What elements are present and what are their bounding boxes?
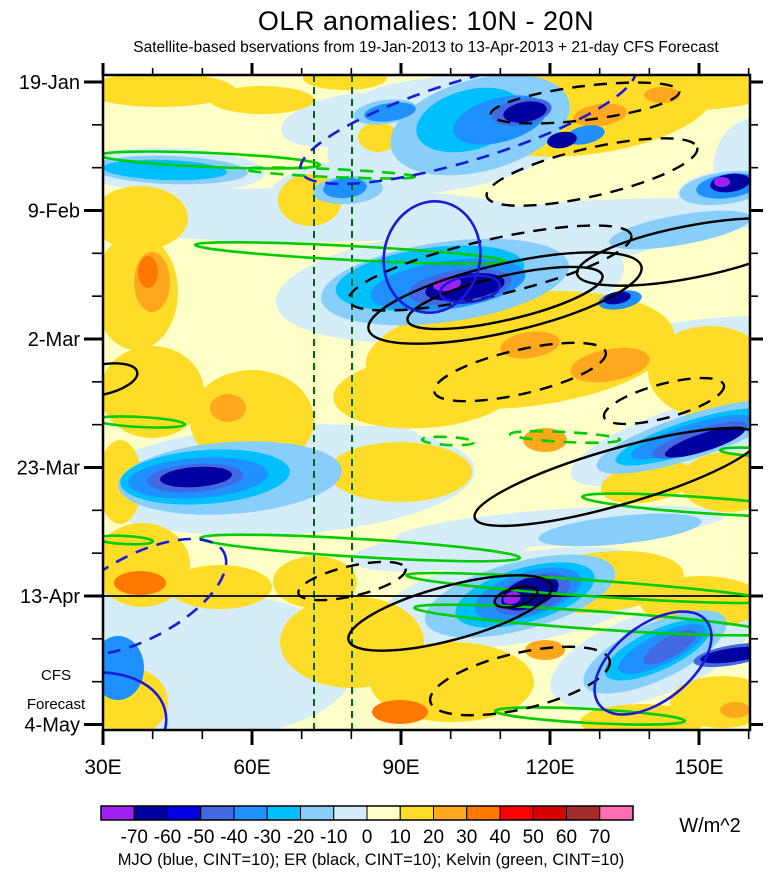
y-axis-tick-label: 4-May: [24, 715, 80, 737]
y-axis-tick-label: 13-Apr: [20, 586, 80, 608]
colorbar-tick-label: 0: [362, 827, 373, 848]
colorbar-tick-label: 70: [589, 827, 610, 848]
colorbar-tick-label: -30: [254, 827, 281, 848]
colorbar-tick-label: -50: [187, 827, 214, 848]
page-subtitle: Satellite-based bservations from 19-Jan-…: [133, 39, 719, 56]
colorbar-tick-label: -20: [287, 827, 314, 848]
page-title: OLR anomalies: 10N - 20N: [257, 6, 595, 36]
x-axis-tick-label: 150E: [674, 756, 723, 779]
plot-frame: [101, 73, 752, 732]
y-axis-tick-label: 23-Mar: [17, 458, 81, 480]
y-axis-tick-label: 9-Feb: [28, 201, 80, 223]
cfs-forecast-annotation: CFS Forecast: [14, 661, 98, 719]
x-axis-tick-label: 30E: [84, 756, 121, 779]
colorbar-tick-label: 60: [556, 827, 577, 848]
colorbar-tick-label: -60: [154, 827, 181, 848]
contour-legend-caption: MJO (blue, CINT=10); ER (black, CINT=10)…: [117, 851, 625, 869]
colorbar-tick-label: 10: [390, 827, 411, 848]
colorbar-tick-label: 20: [423, 827, 444, 848]
x-axis-tick-label: 120E: [525, 756, 574, 779]
y-axis-tick-label: 19-Jan: [19, 72, 80, 94]
x-axis-tick-label: 90E: [382, 756, 419, 779]
colorbar-units-label: W/m^2: [679, 815, 741, 837]
cfs-forecast-line2: Forecast: [26, 696, 86, 713]
kelvin-wave-contours: [103, 150, 750, 726]
er-wave-contours: [103, 81, 750, 717]
colorbar-tick-label: 30: [456, 827, 477, 848]
colorbar-tick-label: -40: [220, 827, 247, 848]
olr-anomaly-field: [103, 75, 750, 730]
x-axis-tick-label: 60E: [233, 756, 270, 779]
mjo-wave-contours: [103, 75, 713, 730]
colorbar: -70 -60 -50 -40 -30 -20 -10 0 10 20 30 40 50 60 70: [100, 805, 634, 848]
y-axis-tick-label: 2-Mar: [28, 329, 81, 351]
colorbar-tick-label: -70: [121, 827, 148, 848]
colorbar-tick-label: -10: [320, 827, 347, 848]
colorbar-tick-label: 40: [489, 827, 510, 848]
colorbar-tick-label: 50: [523, 827, 544, 848]
axes: 30E 60E 90E 120E 150E 19-Jan 9-Feb 2-Mar 23-Mar 1…: [17, 63, 763, 779]
cfs-forecast-line1: CFS: [41, 667, 71, 684]
